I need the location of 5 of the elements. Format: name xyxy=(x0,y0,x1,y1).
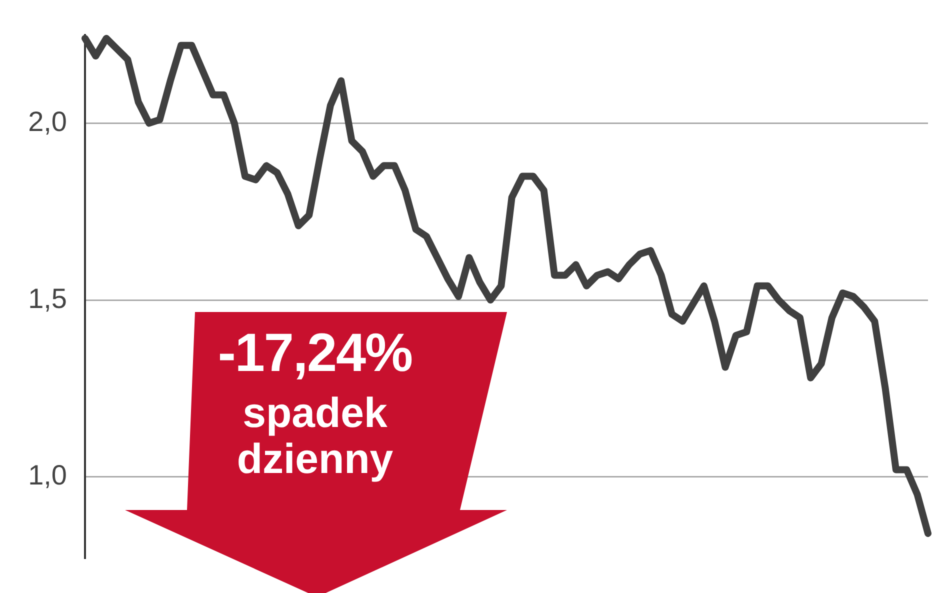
annotation: spadek dzienny xyxy=(236,389,394,482)
y-tick-label: 1,0 xyxy=(28,460,67,491)
y-tick-label: 2,0 xyxy=(28,106,67,137)
annotation: -17,24% xyxy=(216,322,414,384)
y-tick-label: 1,5 xyxy=(28,282,67,314)
